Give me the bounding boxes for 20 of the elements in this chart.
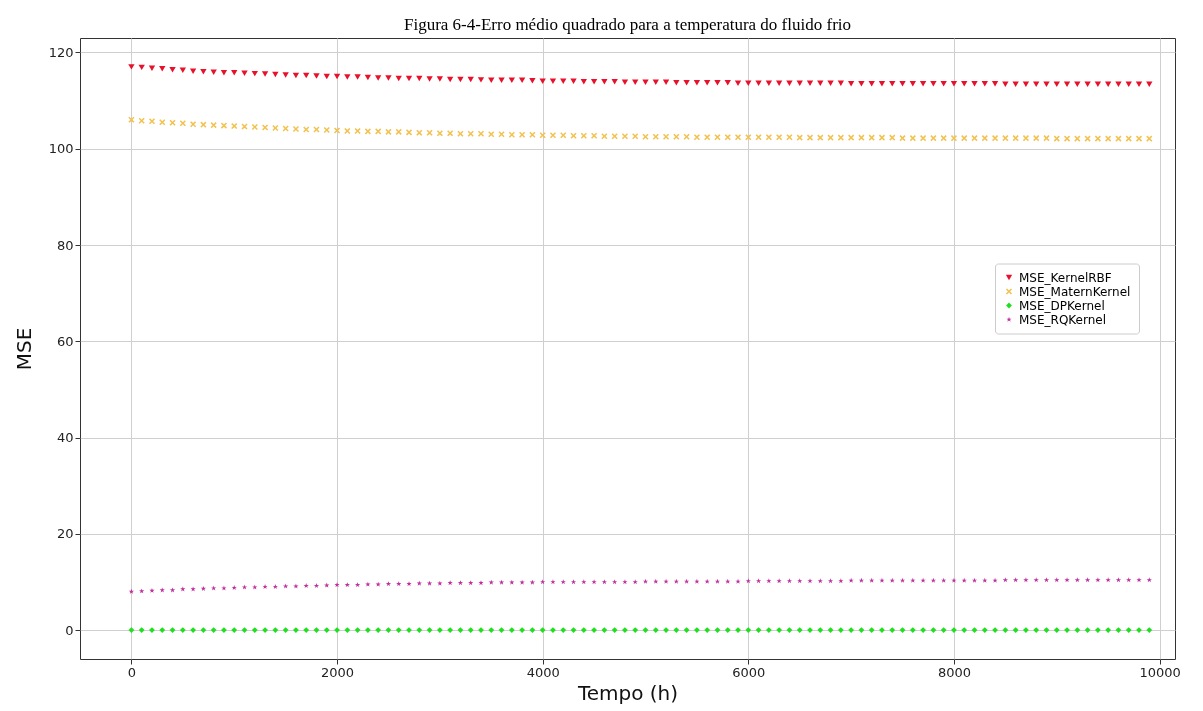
x-tick-label: 2000 bbox=[321, 664, 355, 680]
legend-label: MSE_DPKernel bbox=[1019, 298, 1105, 313]
x-axis-title: Tempo (h) bbox=[576, 680, 679, 705]
legend-label: MSE_RQKernel bbox=[1019, 312, 1107, 327]
y-axis-title: MSE bbox=[11, 327, 36, 371]
legend-label: MSE_KernelRBF bbox=[1019, 270, 1112, 285]
legend-label: MSE_MaternKernel bbox=[1019, 284, 1131, 299]
y-tick-label: 100 bbox=[48, 141, 74, 157]
x-tick-label: 0 bbox=[127, 664, 137, 680]
y-tick-label: 0 bbox=[65, 622, 74, 638]
x-tick-label: 10000 bbox=[1139, 664, 1181, 680]
y-tick-label: 60 bbox=[56, 333, 74, 349]
x-tick-label: 8000 bbox=[937, 664, 971, 680]
y-tick-label: 20 bbox=[56, 526, 74, 542]
y-tick-label: 80 bbox=[56, 237, 74, 253]
y-tick-label: 40 bbox=[56, 430, 74, 446]
chart-title: Figura 6-4-Erro médio quadrado para a temperatura do fluido frio bbox=[403, 15, 852, 34]
x-tick-label: 6000 bbox=[732, 664, 766, 680]
x-tick-label: 4000 bbox=[526, 664, 560, 680]
y-tick-label: 120 bbox=[48, 44, 74, 60]
